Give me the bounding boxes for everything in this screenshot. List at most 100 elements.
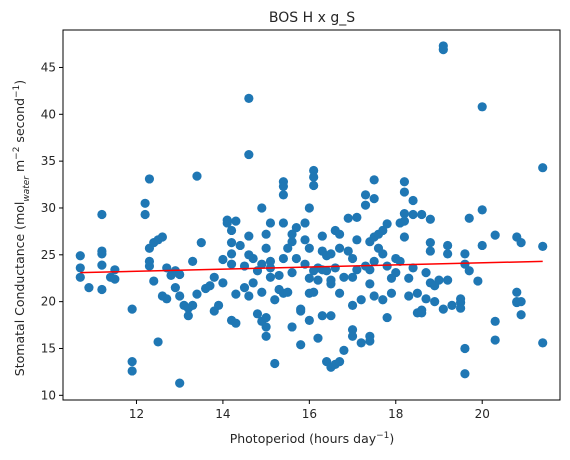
data-point: [425, 214, 435, 224]
data-point: [456, 303, 466, 313]
data-point: [395, 256, 405, 266]
y-axis-label-sup1: −2: [12, 147, 22, 160]
data-point: [443, 249, 453, 259]
data-point: [144, 174, 155, 184]
data-point: [399, 232, 410, 242]
y-tick-label: 30: [41, 201, 56, 215]
data-point: [218, 278, 228, 288]
data-point: [213, 300, 224, 310]
data-point: [334, 229, 345, 239]
plot-area: [62, 29, 561, 401]
data-point: [304, 243, 314, 253]
data-point: [417, 209, 427, 220]
data-point: [97, 260, 107, 270]
data-point: [140, 198, 150, 208]
data-point: [287, 237, 297, 247]
data-point: [408, 263, 418, 273]
y-axis-label-mid: m: [12, 160, 27, 176]
y-tick-label: 10: [41, 388, 56, 402]
data-point: [347, 272, 358, 282]
data-point: [438, 304, 448, 314]
data-point: [309, 172, 319, 182]
data-point: [127, 356, 137, 367]
data-point: [516, 297, 526, 307]
data-point: [309, 165, 319, 176]
data-point: [352, 235, 362, 245]
data-point: [538, 241, 548, 251]
data-point: [226, 225, 237, 236]
y-axis-label-close: ): [12, 80, 27, 85]
data-point: [322, 266, 332, 276]
data-points: [75, 41, 548, 388]
data-point: [309, 287, 319, 297]
data-point: [265, 256, 276, 266]
data-point: [477, 240, 487, 251]
data-point: [356, 295, 366, 305]
x-tick-label: 20: [475, 407, 490, 421]
data-point: [477, 102, 487, 112]
trend-line: [80, 260, 543, 274]
data-point: [304, 315, 314, 325]
data-point: [538, 163, 548, 173]
data-point: [399, 216, 410, 226]
data-point: [110, 265, 120, 275]
data-point: [369, 194, 379, 204]
data-point: [283, 243, 293, 253]
data-point: [265, 218, 276, 228]
data-point: [175, 291, 185, 301]
data-point: [144, 256, 155, 266]
y-tick-label: 25: [41, 248, 56, 262]
data-point: [360, 200, 371, 210]
data-point: [175, 269, 185, 280]
data-point: [127, 366, 137, 376]
data-point: [538, 338, 548, 348]
data-point: [421, 268, 431, 278]
y-axis-label: Stomatal Conductance (molwater m−2 secon…: [12, 80, 32, 376]
data-point: [291, 223, 301, 233]
data-point: [347, 300, 358, 310]
data-point: [244, 291, 254, 301]
data-point: [443, 240, 453, 251]
data-point: [153, 337, 163, 347]
data-point: [343, 213, 353, 223]
data-point: [231, 289, 241, 299]
data-point: [257, 203, 267, 213]
data-point: [460, 259, 470, 269]
data-point: [183, 311, 193, 321]
data-point: [477, 205, 487, 215]
data-point: [296, 306, 306, 316]
x-tick-label: 12: [129, 407, 144, 421]
data-point: [347, 253, 358, 264]
data-point: [473, 276, 483, 286]
data-point: [365, 336, 375, 346]
data-point: [352, 265, 362, 275]
data-point: [231, 318, 241, 328]
y-tick-label: 20: [41, 295, 56, 309]
y-axis-label-sub: water: [22, 175, 32, 202]
data-point: [490, 316, 500, 326]
y-tick-label: 15: [41, 341, 56, 355]
data-point: [300, 235, 310, 245]
data-point: [417, 308, 427, 318]
data-point: [278, 253, 289, 264]
data-point: [460, 369, 470, 379]
data-point: [75, 272, 85, 282]
data-point: [425, 238, 435, 248]
data-point: [97, 284, 107, 295]
data-point: [464, 213, 474, 223]
data-point: [360, 190, 371, 200]
data-point: [261, 229, 271, 239]
data-point: [326, 249, 336, 259]
data-point: [313, 333, 323, 343]
data-point: [209, 272, 219, 282]
data-point: [222, 215, 232, 225]
data-point: [175, 378, 185, 388]
data-point: [188, 300, 198, 310]
data-point: [261, 312, 271, 323]
data-point: [347, 325, 358, 335]
data-point: [386, 288, 397, 298]
data-point: [460, 343, 470, 354]
data-point: [382, 261, 392, 271]
data-point: [239, 282, 250, 293]
data-point: [464, 266, 474, 276]
